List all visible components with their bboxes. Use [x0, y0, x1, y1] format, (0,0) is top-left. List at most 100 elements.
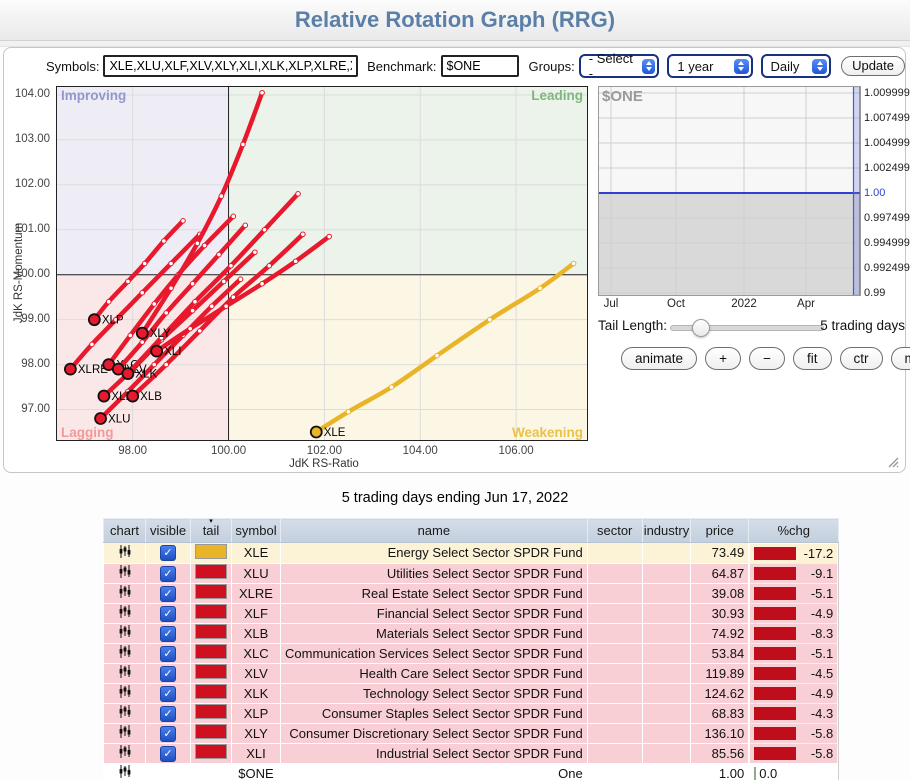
chart-cell[interactable] — [103, 562, 146, 583]
resize-handle-icon[interactable] — [886, 455, 899, 468]
visible-checkbox[interactable]: ✓ — [160, 665, 176, 682]
chart-cell[interactable] — [103, 622, 146, 643]
column-header-chart[interactable]: chart — [103, 518, 146, 543]
x-axis-tick: 102.00 — [306, 445, 342, 457]
tail-color-swatch[interactable] — [195, 744, 227, 759]
column-header-symbol[interactable]: symbol — [231, 518, 281, 543]
groups-select[interactable]: - Select - — [578, 51, 660, 81]
visible-checkbox[interactable]: ✓ — [160, 645, 176, 662]
chg-value: -9.1 — [810, 566, 834, 581]
visible-checkbox[interactable]: ✓ — [160, 745, 176, 762]
quadrant-label-leading: Leading — [531, 88, 583, 103]
table-row-XLB: ✓ XLB Materials Select Sector SPDR Fund 74.… — [103, 622, 839, 643]
tail-cell — [190, 582, 232, 603]
animate-button[interactable]: animate — [621, 347, 698, 370]
chart-cell[interactable] — [103, 702, 146, 723]
pct-chg-cell: -4.9 — [749, 683, 839, 703]
visible-checkbox[interactable]: ✓ — [160, 625, 176, 642]
slider-thumb-handle[interactable] — [692, 319, 710, 337]
column-header-industry[interactable]: industry — [641, 518, 692, 543]
table-row-XLE: ✓ XLE Energy Select Sector SPDR Fund 73.49 -… — [103, 542, 839, 563]
column-header-price[interactable]: price — [690, 518, 750, 543]
visible-checkbox[interactable]: ✓ — [160, 605, 176, 622]
visible-checkbox[interactable]: ✓ — [160, 545, 176, 562]
symbol-marker-XLP[interactable] — [87, 313, 101, 327]
chart-cell[interactable] — [103, 762, 146, 780]
date-range-selection-band[interactable] — [852, 85, 861, 297]
zoom-out-button[interactable]: − — [749, 347, 786, 370]
chart-cell[interactable] — [103, 722, 146, 743]
column-header-name[interactable]: name — [280, 518, 588, 543]
symbol-marker-XLU[interactable] — [94, 412, 107, 425]
tail-length-slider[interactable] — [670, 319, 824, 337]
visible-cell — [145, 762, 191, 780]
chart-cell[interactable] — [103, 602, 146, 623]
frequency-select[interactable]: Daily — [760, 54, 832, 78]
column-header-tail[interactable]: tail ▾ — [190, 518, 232, 543]
tail-color-swatch[interactable] — [195, 543, 227, 559]
symbol-marker-XLE[interactable] — [309, 425, 323, 439]
chg-bar — [754, 767, 757, 780]
chart-cell[interactable] — [103, 742, 146, 763]
tail-color-swatch[interactable] — [195, 584, 227, 599]
price-cell: 39.08 — [690, 582, 750, 603]
visible-checkbox[interactable]: ✓ — [160, 685, 176, 702]
chg-value: -5.1 — [810, 646, 834, 661]
tail-color-swatch[interactable] — [195, 564, 227, 579]
tail-color-swatch[interactable] — [195, 624, 227, 639]
benchmark-y-tick: 1.0099999999 — [864, 87, 910, 99]
tail-color-swatch[interactable] — [195, 704, 227, 719]
symbol-marker-label: XLY — [150, 328, 171, 340]
chart-cell[interactable] — [103, 662, 146, 683]
chart-cell[interactable] — [103, 542, 146, 563]
tail-color-swatch[interactable] — [195, 724, 227, 739]
symbols-input[interactable] — [103, 55, 359, 77]
y-axis-tick: 97.00 — [21, 402, 50, 415]
name-cell: Energy Select Sector SPDR Fund — [280, 542, 588, 563]
symbol-marker-label: XLU — [108, 414, 130, 426]
symbol-marker-XLRE[interactable] — [63, 362, 77, 376]
center-button[interactable]: ctr — [839, 347, 883, 370]
column-header-visible[interactable]: visible — [145, 518, 191, 543]
visible-checkbox[interactable]: ✓ — [160, 725, 176, 742]
visible-checkbox[interactable]: ✓ — [160, 705, 176, 722]
name-cell: Real Estate Select Sector SPDR Fund — [280, 582, 588, 603]
column-header-pctchg[interactable]: %chg — [748, 518, 840, 543]
tail-color-swatch[interactable] — [195, 684, 227, 699]
industry-cell — [641, 602, 692, 623]
benchmark-y-tick: 1.00 — [864, 187, 886, 199]
tail-color-swatch[interactable] — [195, 664, 227, 679]
fit-button[interactable]: fit — [793, 347, 832, 370]
period-select[interactable]: 1 year — [667, 54, 753, 78]
x-axis-tick: 106.00 — [498, 445, 534, 457]
chart-cell[interactable] — [103, 642, 146, 663]
visible-cell: ✓ — [145, 622, 191, 643]
zoom-in-button[interactable]: + — [705, 347, 742, 370]
column-header-sector[interactable]: sector — [586, 518, 643, 543]
table-row-XLF: ✓ XLF Financial Select Sector SPDR Fund 30.… — [103, 602, 839, 623]
symbol-marker-label: XLK — [135, 369, 157, 381]
visible-checkbox[interactable]: ✓ — [160, 585, 176, 602]
name-cell: Communication Services Select Sector SPD… — [280, 642, 588, 663]
max-button[interactable]: max — [890, 347, 910, 370]
tail-color-swatch[interactable] — [195, 604, 227, 619]
symbol-cell: XLB — [231, 622, 281, 643]
update-button[interactable]: Update — [841, 56, 905, 76]
chart-cell[interactable] — [103, 682, 146, 703]
chart-icon — [119, 685, 130, 698]
symbol-marker-label: XLE — [324, 427, 346, 439]
tail-cell — [190, 602, 232, 623]
chart-icon — [119, 565, 130, 578]
symbol-marker-XLB[interactable] — [126, 389, 140, 403]
tail-color-swatch[interactable] — [195, 644, 227, 659]
symbol-marker-XLK[interactable] — [121, 367, 135, 380]
symbol-marker-XLF[interactable] — [97, 389, 111, 403]
benchmark-input[interactable] — [440, 55, 519, 77]
symbol-marker-XLI[interactable] — [150, 344, 164, 358]
visible-checkbox[interactable]: ✓ — [160, 565, 176, 582]
y-axis-tick: 103.00 — [14, 132, 50, 145]
name-cell: Consumer Discretionary Select Sector SPD… — [280, 722, 588, 743]
chart-cell[interactable] — [103, 582, 146, 603]
sort-indicator-icon: ▾ — [209, 518, 213, 525]
symbol-marker-XLY[interactable] — [135, 326, 149, 340]
